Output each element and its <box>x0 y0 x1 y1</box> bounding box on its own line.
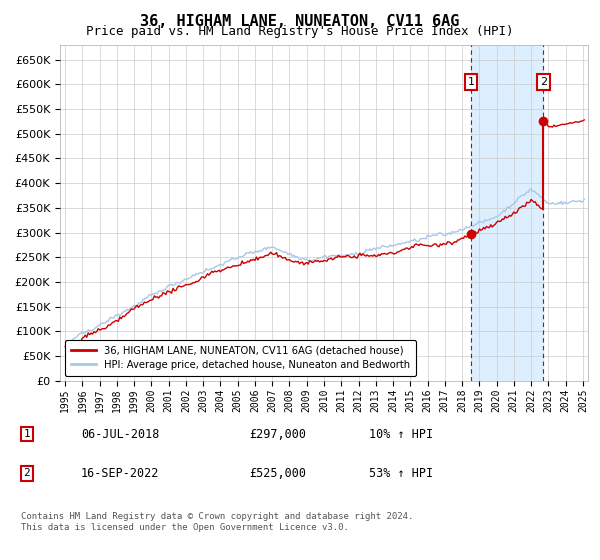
Text: Contains HM Land Registry data © Crown copyright and database right 2024.
This d: Contains HM Land Registry data © Crown c… <box>21 512 413 532</box>
Text: 36, HIGHAM LANE, NUNEATON, CV11 6AG: 36, HIGHAM LANE, NUNEATON, CV11 6AG <box>140 14 460 29</box>
Text: 1: 1 <box>467 77 475 87</box>
Legend: 36, HIGHAM LANE, NUNEATON, CV11 6AG (detached house), HPI: Average price, detach: 36, HIGHAM LANE, NUNEATON, CV11 6AG (det… <box>65 340 416 376</box>
Bar <box>471 45 544 381</box>
Text: 1: 1 <box>23 429 31 439</box>
Text: 2: 2 <box>540 77 547 87</box>
Text: 53% ↑ HPI: 53% ↑ HPI <box>369 466 433 480</box>
Text: 10% ↑ HPI: 10% ↑ HPI <box>369 427 433 441</box>
Text: 2: 2 <box>23 468 31 478</box>
Text: £525,000: £525,000 <box>249 466 306 480</box>
Text: 16-SEP-2022: 16-SEP-2022 <box>81 466 160 480</box>
Text: 06-JUL-2018: 06-JUL-2018 <box>81 427 160 441</box>
Text: Price paid vs. HM Land Registry's House Price Index (HPI): Price paid vs. HM Land Registry's House … <box>86 25 514 38</box>
Text: £297,000: £297,000 <box>249 427 306 441</box>
